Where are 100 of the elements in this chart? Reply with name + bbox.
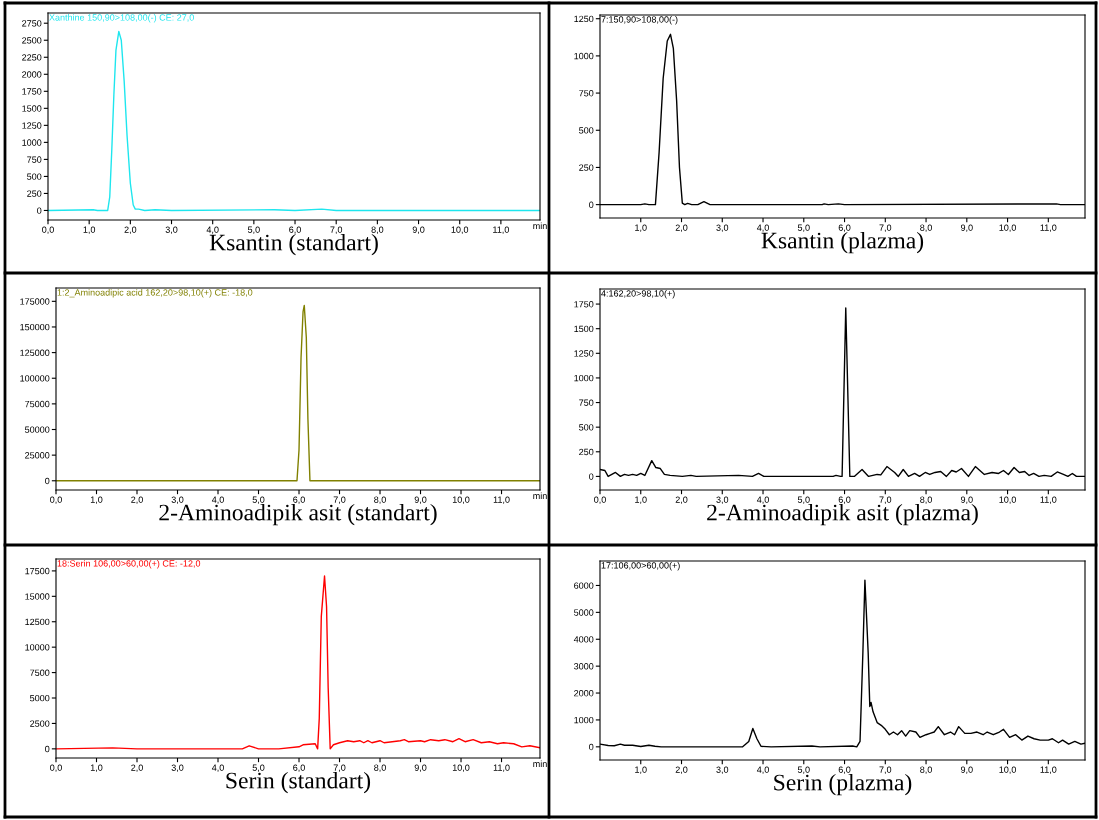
x-tick-label: 4,0 — [756, 766, 769, 774]
y-tick-label: 2750 — [22, 20, 42, 27]
x-tick-label: 3,0 — [165, 226, 178, 234]
y-tick-label: 5000 — [574, 609, 594, 616]
x-tick-label: 8,0 — [371, 226, 384, 234]
x-tick-label: 5,0 — [797, 224, 810, 232]
x-tick-label: 11,0 — [493, 764, 510, 772]
y-tick-label: 17500 — [25, 567, 50, 575]
x-tick-label: 1,0 — [90, 764, 103, 772]
annotation: Xanthine 150,90>108,00(-) CE: 27,0 — [49, 14, 194, 23]
x-tick-label: 8,0 — [920, 224, 932, 232]
y-tick-label: 1000 — [22, 139, 42, 146]
x-tick-label: 5,0 — [797, 496, 810, 504]
y-tick-label: 1750 — [22, 88, 42, 95]
annotation: 7:150,90>108,00(-) — [601, 16, 678, 25]
y-tick-label: 6000 — [574, 582, 594, 589]
x-tick-label: 9,0 — [960, 766, 973, 774]
x-tick-label: 3,0 — [716, 224, 729, 232]
x-tick-label: 2,0 — [131, 764, 143, 772]
x-tick-label: 6,0 — [293, 764, 305, 772]
y-tick-label: 3000 — [574, 663, 594, 670]
y-tick-label: 1750 — [574, 301, 594, 308]
x-tick-label: 6,0 — [289, 226, 301, 234]
x-tick-label: 11,0 — [493, 226, 509, 234]
x-tick-label: 5,0 — [797, 766, 810, 774]
y-tick-label: 1000 — [574, 716, 594, 724]
y-tick-label: 250 — [579, 448, 594, 456]
y-tick-label: 500 — [579, 424, 594, 431]
y-tick-label: 100000 — [20, 375, 50, 382]
y-tick-label: 500 — [579, 127, 594, 134]
y-tick-label: 50000 — [25, 426, 50, 433]
y-tick-label: 2500 — [30, 720, 50, 727]
y-tick-label: 0 — [589, 743, 594, 751]
y-tick-label: 0 — [45, 477, 50, 485]
x-tick-label: 11,0 — [493, 496, 510, 504]
x-tick-label: 1,0 — [90, 496, 103, 504]
x-tick-label: 10,0 — [999, 766, 1016, 774]
x-tick-label: 3,0 — [171, 496, 184, 504]
y-tick-label: 750 — [579, 90, 594, 97]
y-tick-label: 250 — [27, 190, 42, 197]
y-tick-label: 7500 — [30, 669, 50, 676]
x-tick-label: 6,0 — [838, 224, 851, 232]
annotation: 17:106,00>60,00(+) — [601, 561, 680, 571]
y-tick-label: 250 — [579, 164, 594, 171]
y-tick-label: 4000 — [573, 636, 594, 643]
annotation: 1:2_Aminoadipic acid 162,20>98,10(+) CE: -18,0 — [57, 289, 253, 298]
x-tick-label: 1,0 — [635, 496, 647, 504]
x-tick-label: 6,0 — [293, 496, 305, 504]
x-tick-label: 1,0 — [635, 224, 647, 232]
x-tick-label: 11,0 — [1040, 496, 1057, 504]
annotation: 4:162,20>98,10(+) — [601, 290, 675, 299]
text: Ksantin (plazma) — [761, 231, 924, 254]
x-tick-label: 6,0 — [838, 766, 851, 774]
x-tick-label: 10,0 — [452, 764, 470, 772]
x-tick-label: 8,0 — [374, 496, 386, 504]
y-tick-label: 1250 — [574, 350, 594, 357]
x-tick-label: 4,0 — [756, 224, 769, 232]
y-tick-label: 1250 — [574, 15, 594, 23]
x-tick-label: 10,0 — [999, 224, 1016, 232]
x-tick-label: 4,0 — [211, 496, 224, 504]
y-tick-label: 2000 — [574, 690, 594, 697]
x-tick-label: 4,0 — [211, 764, 224, 772]
y-tick-label: 10000 — [25, 644, 50, 651]
y-tick-label: 25000 — [25, 452, 50, 459]
x-tick-label: 5,0 — [252, 764, 265, 772]
x-tick-label: 2,0 — [131, 496, 143, 504]
x-tick-label: 9,0 — [960, 496, 973, 504]
x-tick-label: 10,0 — [452, 496, 470, 504]
x-tick-label: 7,0 — [879, 224, 892, 232]
text: 2-Aminoadipik asit (standart) — [159, 503, 437, 526]
x-axis-title: min — [533, 492, 547, 499]
x-tick-label: 9,0 — [412, 226, 425, 234]
x-tick-label: 4,0 — [206, 226, 219, 234]
x-tick-label: 0,0 — [50, 764, 62, 772]
text: Serin (standart) — [226, 771, 371, 794]
y-tick-label: 1500 — [22, 105, 42, 112]
y-tick-label: 15000 — [25, 593, 50, 600]
x-tick-label: 0,0 — [50, 496, 62, 504]
text: Serin (plazma) — [774, 773, 912, 796]
x-tick-label: 3,0 — [171, 764, 184, 772]
x-tick-label: 1,0 — [83, 226, 96, 234]
x-tick-label: 3,0 — [716, 496, 729, 504]
y-tick-label: 0 — [37, 207, 42, 214]
x-tick-label: 7,0 — [879, 766, 892, 774]
y-tick-label: 150000 — [20, 323, 50, 331]
y-tick-label: 0 — [45, 745, 50, 753]
y-tick-label: 1500 — [574, 325, 594, 333]
y-tick-label: 750 — [579, 399, 594, 406]
y-tick-label: 75000 — [25, 400, 50, 408]
x-tick-label: 7,0 — [330, 226, 343, 234]
y-tick-label: 1250 — [22, 122, 42, 129]
x-tick-label: 3,0 — [716, 766, 729, 774]
x-tick-label: 5,0 — [247, 226, 260, 234]
y-tick-label: 5000 — [30, 694, 50, 702]
x-axis-title: min — [533, 760, 547, 767]
x-tick-label: 7,0 — [333, 764, 346, 772]
x-tick-label: 10,0 — [451, 226, 469, 234]
x-tick-label: 9,0 — [414, 764, 427, 772]
y-tick-label: 0 — [589, 201, 594, 208]
x-tick-label: 8,0 — [374, 764, 386, 772]
